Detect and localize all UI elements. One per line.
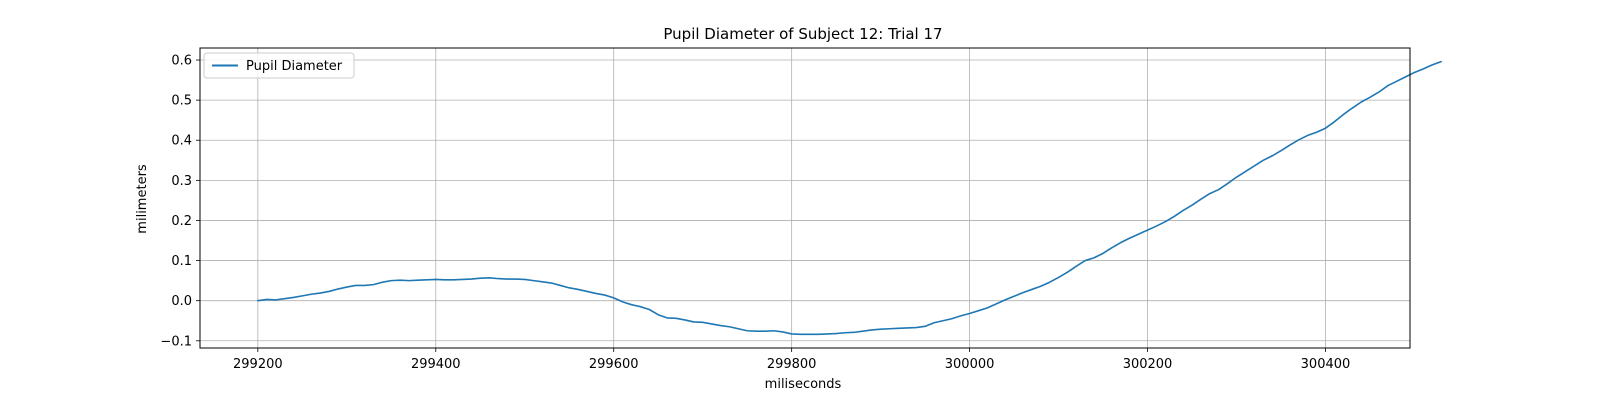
y-axis: −0.1 0.0 0.1 0.2 0.3 0.4 0.5 0.6 <box>160 54 200 349</box>
x-tick-label: 299800 <box>767 357 817 372</box>
y-tick-label: 0.2 <box>171 214 192 229</box>
series-layer <box>257 60 1442 336</box>
x-tick-label: 299600 <box>589 357 639 372</box>
plot-frame <box>199 47 1411 349</box>
x-axis-title: miliseconds <box>765 377 842 392</box>
x-tick-label: 300200 <box>1123 357 1173 372</box>
legend: Pupil Diameter <box>203 52 355 79</box>
y-tick-label: 0.6 <box>171 54 192 69</box>
x-axis: 299200 299400 299600 299800 300000 300200 3004… <box>233 348 1350 372</box>
chart-title: Pupil Diameter of Subject 12: Trial 17 <box>663 25 942 43</box>
y-tick-label: 0.5 <box>171 94 192 109</box>
series-line-pupil-diameter <box>257 60 1442 336</box>
grid <box>200 48 1410 348</box>
y-tick-label: 0.1 <box>171 254 192 269</box>
legend-box <box>203 52 355 79</box>
x-tick-label: 299400 <box>411 357 461 372</box>
y-tick-label: −0.1 <box>160 334 192 349</box>
legend-label: Pupil Diameter <box>246 59 343 74</box>
x-tick-label: 300000 <box>945 357 995 372</box>
y-tick-label: 0.0 <box>171 294 192 309</box>
y-tick-label: 0.3 <box>171 174 192 189</box>
y-axis-title: milimeters <box>135 164 150 234</box>
y-tick-label: 0.4 <box>171 134 192 149</box>
x-tick-label: 300400 <box>1301 357 1351 372</box>
x-tick-label: 299200 <box>233 357 283 372</box>
